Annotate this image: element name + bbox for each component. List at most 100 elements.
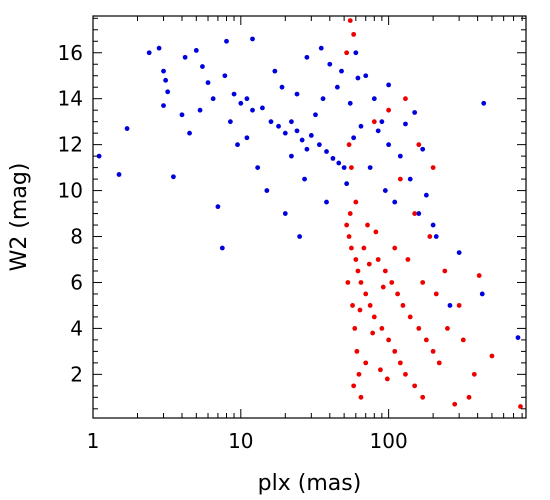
- red-point: [430, 165, 436, 171]
- red-point: [356, 371, 362, 377]
- red-point: [346, 234, 352, 239]
- plot-frame: [92, 15, 527, 419]
- blue-point: [313, 112, 318, 118]
- red-point: [384, 376, 390, 382]
- blue-point: [279, 84, 285, 90]
- blue-point: [244, 135, 250, 141]
- blue-point: [456, 250, 462, 256]
- red-point: [352, 326, 358, 331]
- red-point: [471, 371, 477, 377]
- blue-point: [294, 128, 300, 134]
- blue-point: [416, 211, 422, 216]
- blue-point: [386, 142, 392, 148]
- blue-point: [371, 96, 377, 102]
- red-point: [460, 337, 466, 343]
- red-point: [363, 360, 369, 366]
- red-point: [373, 229, 379, 235]
- red-point: [445, 326, 450, 331]
- red-point: [357, 307, 363, 313]
- red-point: [400, 303, 406, 308]
- blue-point: [224, 38, 229, 44]
- blue-point: [299, 137, 305, 143]
- blue-point: [353, 50, 359, 56]
- red-point: [518, 404, 523, 409]
- blue-point: [193, 48, 199, 53]
- blue-point: [341, 165, 347, 171]
- blue-point: [320, 96, 326, 102]
- blue-point: [481, 100, 487, 106]
- blue-point: [289, 153, 294, 159]
- red-point: [430, 348, 436, 354]
- blue-point: [324, 199, 329, 205]
- red-point: [412, 383, 418, 389]
- red-point: [382, 268, 388, 274]
- blue-point: [355, 75, 361, 81]
- blue-point: [379, 119, 385, 125]
- red-point: [380, 284, 386, 290]
- red-point: [420, 280, 426, 285]
- blue-point: [430, 222, 436, 228]
- y-tick-label: 6: [70, 270, 83, 294]
- y-tick-label: 4: [70, 316, 83, 340]
- red-point: [370, 330, 376, 336]
- red-point: [353, 257, 359, 262]
- red-point: [371, 119, 377, 125]
- blue-point: [347, 100, 353, 106]
- red-point: [349, 245, 354, 251]
- red-point: [358, 280, 364, 285]
- red-point: [395, 291, 400, 297]
- blue-point: [420, 146, 426, 152]
- red-point: [392, 245, 398, 251]
- blue-point: [392, 199, 398, 205]
- blue-point: [260, 105, 265, 111]
- blue-point: [255, 165, 261, 171]
- red-point: [351, 383, 357, 389]
- red-point: [351, 31, 357, 37]
- red-point: [397, 176, 403, 182]
- blue-point: [339, 68, 344, 74]
- red-point: [392, 348, 398, 354]
- blue-point: [282, 211, 288, 216]
- red-point: [347, 211, 353, 216]
- red-point: [354, 348, 360, 354]
- blue-point: [250, 107, 255, 113]
- blue-point: [386, 82, 392, 88]
- red-point: [365, 222, 370, 228]
- red-point: [416, 142, 422, 148]
- points-layer: [96, 18, 523, 409]
- blue-point: [116, 172, 122, 177]
- red-point: [353, 199, 359, 205]
- blue-point: [358, 123, 364, 129]
- blue-point: [179, 112, 185, 118]
- red-point: [350, 303, 355, 308]
- blue-point: [165, 89, 171, 95]
- red-point: [476, 273, 482, 278]
- blue-point: [182, 54, 188, 60]
- y-axis-label: W2 (mag): [7, 163, 32, 272]
- blue-point: [423, 192, 429, 198]
- red-point: [367, 303, 373, 308]
- red-point: [412, 211, 418, 216]
- blue-point: [327, 61, 333, 67]
- red-point: [386, 107, 392, 113]
- x-tick-label: 100: [370, 429, 408, 453]
- blue-point: [316, 142, 322, 148]
- blue-point: [382, 188, 388, 193]
- x-axis-label: plx (mas): [258, 471, 362, 496]
- red-point: [489, 353, 495, 359]
- blue-point: [222, 73, 228, 79]
- blue-point: [215, 204, 221, 210]
- y-tick-label: 16: [58, 41, 83, 65]
- blue-point: [297, 234, 303, 239]
- y-tick-label: 14: [58, 87, 83, 111]
- blue-point: [304, 146, 310, 152]
- blue-point: [344, 181, 350, 187]
- blue-point: [447, 303, 453, 308]
- red-point: [456, 303, 462, 308]
- blue-point: [146, 50, 152, 56]
- red-point: [403, 96, 408, 102]
- blue-point: [375, 128, 381, 134]
- red-point: [436, 360, 442, 366]
- blue-point: [289, 119, 294, 125]
